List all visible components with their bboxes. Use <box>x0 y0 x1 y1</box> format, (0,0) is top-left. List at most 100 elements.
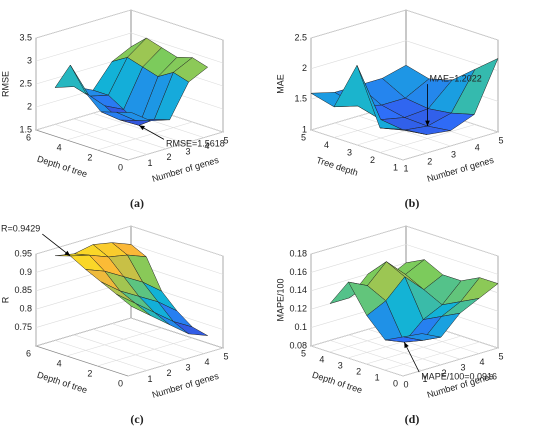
grid-line <box>310 244 499 275</box>
grid-line <box>127 347 224 377</box>
grid-line <box>97 337 193 367</box>
y-tick-label: 2 <box>356 366 361 376</box>
grid-line <box>379 124 476 153</box>
grid-line <box>73 334 167 366</box>
y-tick-label: 4 <box>324 140 329 150</box>
grid-line <box>92 112 186 144</box>
z-axis-label: R <box>0 296 10 303</box>
y-tick-label: 0 <box>118 162 123 172</box>
y-tick-label: 3 <box>347 147 352 157</box>
z-axis-label: RMSE <box>0 71 10 97</box>
z-tick-label: 0.1 <box>294 322 307 332</box>
grid-line <box>66 327 162 357</box>
z-tick-label: 0.8 <box>19 304 32 314</box>
y-tick-label: 5 <box>301 348 306 358</box>
z-tick-label: 0.16 <box>289 267 307 277</box>
x-tick-label: 4 <box>475 142 480 152</box>
z-tick-label: 1.5 <box>19 124 32 134</box>
x-axis-label: Number of genes <box>151 155 221 184</box>
x-tick-label: 4 <box>204 141 209 151</box>
x-tick-label: 5 <box>498 135 503 145</box>
x-tick-label: 3 <box>460 363 465 373</box>
x-tick-label: 5 <box>223 135 228 145</box>
x-tick-label: 3 <box>451 149 456 159</box>
y-tick-label: 2 <box>87 152 92 162</box>
grid-line <box>35 32 224 64</box>
floor <box>34 317 225 377</box>
x-tick-label: 2 <box>166 152 171 162</box>
surface-patch <box>403 333 442 341</box>
z-axis-label: MAPE/100 <box>275 278 285 321</box>
surface-patch <box>116 111 151 122</box>
x-tick-label: 0 <box>403 379 408 389</box>
z-tick-label: 1.5 <box>294 94 307 104</box>
z-tick-label: 0.75 <box>14 322 32 332</box>
grid-line <box>73 118 167 150</box>
grid-line <box>35 317 132 347</box>
annotation-arrow <box>403 341 420 373</box>
z-tick-label: 1 <box>302 124 307 134</box>
y-tick-label: 2 <box>87 368 92 378</box>
y-tick-label: 0 <box>393 378 398 388</box>
z-tick-label: 0.14 <box>289 285 307 295</box>
grid-line <box>310 9 499 41</box>
z-tick-label: 2 <box>27 101 32 111</box>
arrow-head <box>404 342 409 349</box>
panel: 0.080.10.120.140.160.18012345012345Numbe… <box>275 225 504 426</box>
z-tick-label: 0.95 <box>14 248 32 258</box>
grid-line <box>35 225 224 257</box>
panel-label: (b) <box>405 196 420 210</box>
grid-line <box>384 341 480 371</box>
arrow-head <box>64 250 71 257</box>
panel-label: (d) <box>405 412 420 426</box>
annotation: MAE=1.2022 <box>430 73 482 83</box>
x-tick-label: 1 <box>147 374 152 384</box>
grid-line <box>97 121 193 151</box>
y-tick-label: 3 <box>338 360 343 370</box>
z-tick-label: 0.9 <box>19 267 32 277</box>
grid-line <box>329 340 423 371</box>
x-tick-label: 2 <box>427 156 432 166</box>
grid-line <box>35 9 224 41</box>
grid-line <box>130 317 224 349</box>
y-tick-label: 6 <box>26 132 31 142</box>
annotation: MAPE/100=0.0916 <box>421 372 497 382</box>
y-tick-label: 4 <box>57 142 62 152</box>
x-tick-label: 2 <box>441 368 446 378</box>
grid-line <box>92 328 186 360</box>
x-axis-label: Number of genes <box>426 155 496 184</box>
x-tick-label: 3 <box>185 363 190 373</box>
z-tick-label: 3 <box>27 55 32 65</box>
y-tick-label: 1 <box>393 162 398 172</box>
z-tick-label: 3.5 <box>19 32 32 42</box>
y-axis-label: Depth of tree <box>36 370 89 396</box>
panel: 1.5 2 2.5 3 3.5 1 2 3 4 5 0 2 4 6 Number of genes Depth… <box>0 9 229 210</box>
y-tick-label: 4 <box>57 358 62 368</box>
z-tick-label: 0.85 <box>14 285 32 295</box>
grid-line <box>366 335 462 365</box>
z-tick-label: 0.12 <box>289 304 307 314</box>
y-tick-label: 5 <box>301 132 306 142</box>
z-tick-label: 2.5 <box>294 32 307 42</box>
x-tick-label: 1 <box>147 158 152 168</box>
panel-label: (a) <box>130 196 144 210</box>
y-tick-label: 1 <box>375 372 380 382</box>
x-tick-label: 1 <box>422 374 427 384</box>
y-axis-label: Tree depth <box>315 155 359 178</box>
annotation: RMSE=1.5618 <box>166 139 225 149</box>
y-tick-label: 6 <box>26 348 31 358</box>
grid-line <box>54 124 148 155</box>
panel-label: (c) <box>130 412 143 426</box>
y-tick-label: 0 <box>118 378 123 388</box>
x-tick-label: 1 <box>403 163 408 173</box>
grid-line <box>348 334 442 366</box>
z-axis-label: MAE <box>275 74 285 94</box>
x-tick-label: 5 <box>498 351 503 361</box>
x-tick-label: 4 <box>479 357 484 367</box>
arrow-head <box>425 120 430 127</box>
y-tick-label: 2 <box>370 155 375 165</box>
z-tick-label: 0.08 <box>289 340 307 350</box>
grid-line <box>111 323 205 354</box>
annotation-arrow <box>42 233 71 257</box>
x-tick-label: 5 <box>223 351 228 361</box>
